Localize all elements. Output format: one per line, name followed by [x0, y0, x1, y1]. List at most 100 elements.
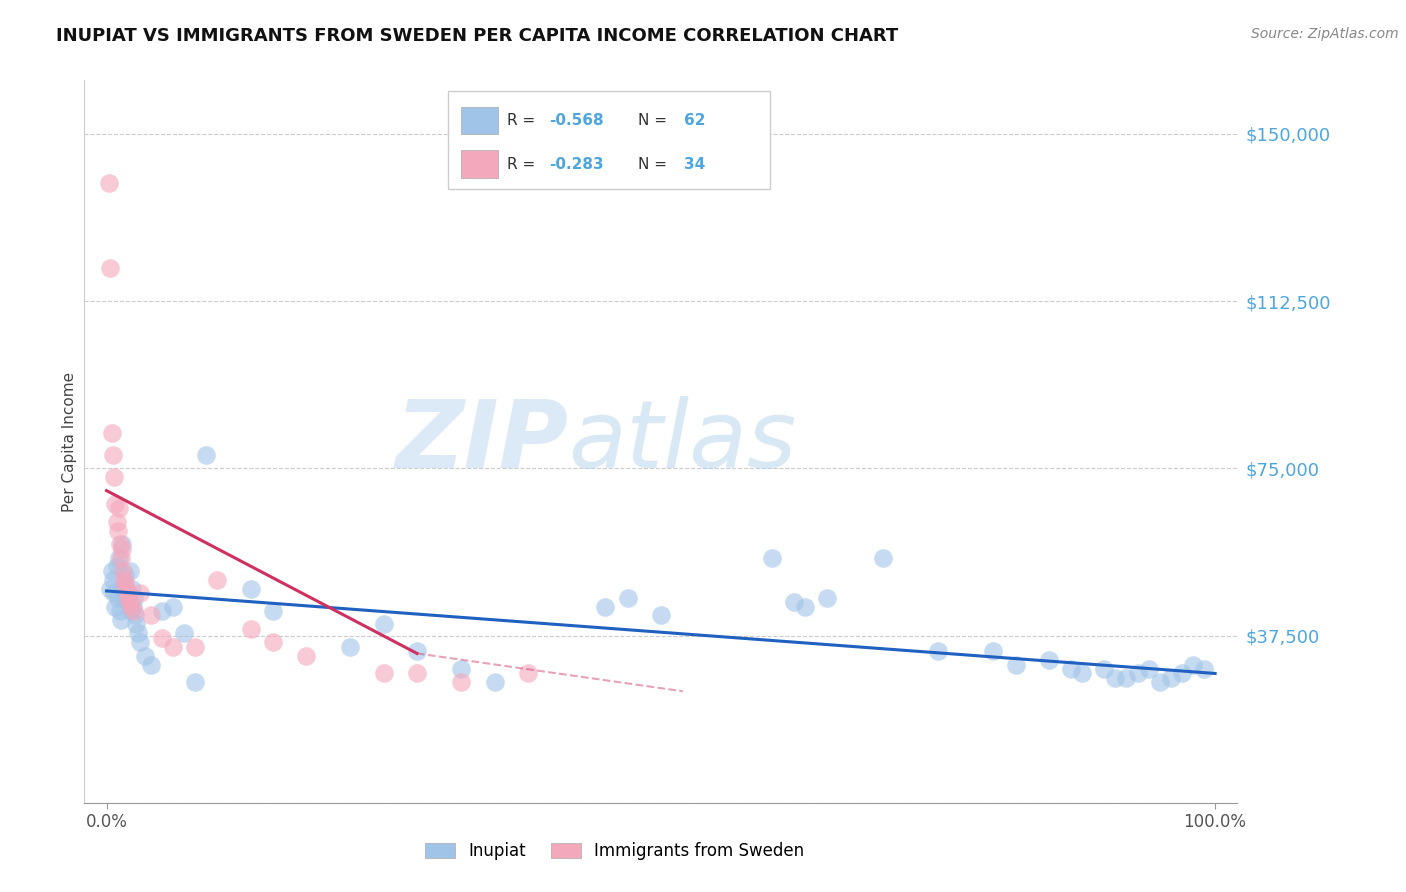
Point — [101, 425, 124, 440]
Point — [108, 604, 131, 618]
Point — [112, 577, 135, 591]
Text: Source: ZipAtlas.com: Source: ZipAtlas.com — [1251, 27, 1399, 41]
Point — [110, 550, 132, 565]
Text: ZIP: ZIP — [395, 395, 568, 488]
Point — [794, 599, 817, 614]
Point — [115, 582, 138, 596]
Point — [162, 599, 184, 614]
Text: 34: 34 — [683, 157, 706, 171]
Point — [121, 582, 143, 596]
Point — [207, 573, 229, 587]
Point — [815, 591, 838, 605]
Point — [650, 608, 672, 623]
Point — [1038, 653, 1060, 667]
Point — [616, 591, 638, 605]
Text: -0.283: -0.283 — [548, 157, 603, 171]
Point — [150, 631, 173, 645]
Point — [184, 675, 207, 690]
Point — [118, 595, 141, 609]
Point — [122, 599, 145, 614]
Point — [295, 648, 318, 663]
Point — [173, 626, 195, 640]
Point — [406, 666, 429, 681]
Point — [1060, 662, 1083, 676]
Point — [112, 573, 135, 587]
Point — [783, 595, 806, 609]
Point — [107, 550, 129, 565]
Text: N =: N = — [638, 157, 672, 171]
Point — [484, 675, 506, 690]
Point — [114, 568, 136, 582]
Y-axis label: Per Capita Income: Per Capita Income — [62, 371, 77, 512]
Point — [112, 591, 135, 605]
Point — [105, 559, 128, 574]
Point — [98, 582, 121, 596]
Point — [124, 608, 146, 623]
Text: R =: R = — [508, 157, 540, 171]
Point — [1192, 662, 1215, 676]
Point — [104, 599, 127, 614]
Point — [107, 524, 129, 538]
Point — [373, 617, 395, 632]
Point — [516, 666, 538, 681]
Point — [127, 626, 149, 640]
Point — [104, 497, 127, 511]
Point — [125, 617, 148, 632]
Point — [983, 644, 1005, 658]
Point — [105, 515, 128, 529]
Point — [120, 599, 142, 614]
Point — [98, 260, 121, 275]
Point — [373, 666, 395, 681]
Point — [262, 635, 284, 649]
Point — [872, 550, 894, 565]
Point — [1004, 657, 1026, 672]
Point — [139, 657, 162, 672]
Text: INUPIAT VS IMMIGRANTS FROM SWEDEN PER CAPITA INCOME CORRELATION CHART: INUPIAT VS IMMIGRANTS FROM SWEDEN PER CA… — [56, 27, 898, 45]
Point — [595, 599, 617, 614]
Point — [108, 537, 131, 551]
FancyBboxPatch shape — [461, 151, 498, 178]
Point — [103, 470, 125, 484]
Point — [128, 586, 150, 600]
Text: -0.568: -0.568 — [548, 113, 603, 128]
Point — [112, 564, 135, 578]
Point — [195, 448, 218, 462]
Point — [1181, 657, 1204, 672]
Point — [107, 501, 129, 516]
Point — [114, 577, 136, 591]
Point — [139, 608, 162, 623]
FancyBboxPatch shape — [461, 107, 498, 135]
Point — [1171, 666, 1194, 681]
Text: atlas: atlas — [568, 396, 797, 487]
Point — [134, 648, 156, 663]
Point — [120, 604, 142, 618]
Text: R =: R = — [508, 113, 540, 128]
Point — [1137, 662, 1160, 676]
Point — [111, 541, 134, 556]
Point — [761, 550, 783, 565]
Text: N =: N = — [638, 113, 672, 128]
Point — [122, 591, 145, 605]
Point — [1149, 675, 1171, 690]
Point — [101, 564, 124, 578]
Point — [262, 604, 284, 618]
Point — [1104, 671, 1126, 685]
Point — [111, 537, 134, 551]
Point — [117, 595, 139, 609]
Point — [162, 640, 184, 654]
Point — [1126, 666, 1149, 681]
Point — [118, 564, 141, 578]
Text: 62: 62 — [683, 113, 706, 128]
Point — [97, 176, 120, 190]
Point — [110, 613, 132, 627]
Point — [122, 604, 145, 618]
Point — [339, 640, 361, 654]
Point — [450, 662, 472, 676]
Point — [150, 604, 173, 618]
Point — [128, 635, 150, 649]
Point — [118, 586, 141, 600]
Point — [107, 591, 129, 605]
Point — [239, 622, 262, 636]
Point — [406, 644, 429, 658]
Point — [184, 640, 207, 654]
